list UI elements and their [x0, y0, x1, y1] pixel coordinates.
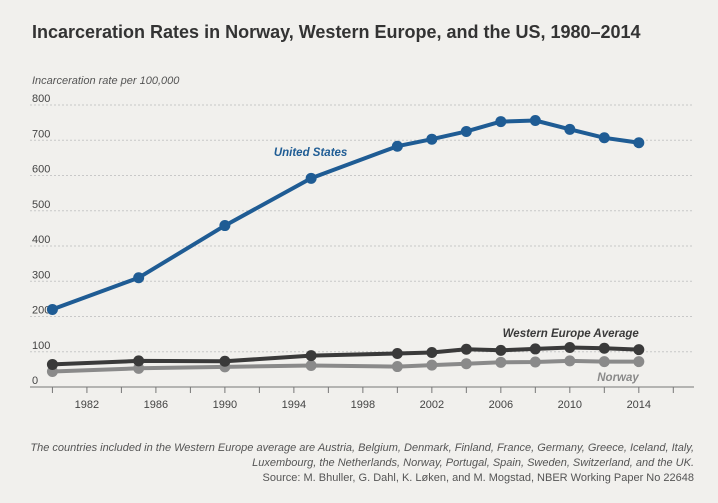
data-point	[633, 344, 645, 356]
data-point	[495, 344, 507, 356]
x-tick-label: 2010	[558, 399, 582, 411]
data-point	[598, 342, 610, 354]
data-point	[305, 172, 317, 184]
series-label: Norway	[597, 372, 639, 384]
data-point	[564, 342, 576, 354]
data-point	[305, 350, 317, 362]
data-point	[46, 358, 58, 370]
data-point	[426, 133, 438, 145]
footnote: The countries included in the Western Eu…	[30, 442, 694, 469]
y-tick-label: 200	[32, 305, 50, 317]
data-point	[391, 348, 403, 360]
data-point	[633, 356, 645, 368]
series-label: Western Europe Average	[503, 328, 640, 340]
data-point	[426, 359, 438, 371]
data-point	[460, 343, 472, 355]
data-point	[460, 125, 472, 137]
x-tick-labels: 1982 1986 1990 1994 1998 2002 2006 2010 2014	[75, 399, 651, 411]
data-point	[46, 303, 58, 315]
data-point	[564, 123, 576, 135]
data-point	[391, 361, 403, 373]
y-tick-label: 100	[32, 340, 50, 352]
data-point	[633, 137, 645, 149]
y-tick-label: 500	[32, 199, 50, 211]
data-point	[219, 355, 231, 367]
x-tick-label: 1986	[144, 399, 168, 411]
x-tick-label: 2014	[627, 399, 651, 411]
data-point	[219, 220, 231, 232]
x-tick-label: 1982	[75, 399, 99, 411]
chart-title: Incarceration Rates in Norway, Western E…	[32, 22, 641, 42]
data-point	[495, 116, 507, 128]
data-point	[305, 359, 317, 371]
series-lines	[50, 118, 641, 374]
y-axis-label: Incarceration rate per 100,000	[32, 75, 180, 87]
data-point	[391, 140, 403, 152]
data-point	[598, 132, 610, 144]
data-point	[529, 115, 541, 127]
x-tick-label: 2002	[420, 399, 444, 411]
y-tick-label: 400	[32, 234, 50, 246]
y-tick-label: 300	[32, 269, 50, 281]
y-tick-labels: 0 100 200 300 400 500 600 700 800	[32, 93, 50, 387]
x-tick-label: 1998	[351, 399, 375, 411]
y-tick-label: 600	[32, 164, 50, 176]
data-point	[598, 356, 610, 368]
y-tick-label: 700	[32, 128, 50, 140]
data-point	[529, 356, 541, 368]
data-point	[133, 272, 145, 284]
x-tick-label: 1990	[213, 399, 237, 411]
x-tick-label: 1994	[282, 399, 306, 411]
data-point	[133, 355, 145, 367]
data-point	[564, 355, 576, 367]
source-note: Source: M. Bhuller, G. Dahl, K. Løken, a…	[262, 472, 694, 484]
series-labels: United States Western Europe Average Norwa…	[274, 147, 640, 384]
y-tick-label: 800	[32, 93, 50, 105]
data-point	[495, 356, 507, 368]
series-points	[46, 115, 645, 377]
y-tick-label: 0	[32, 375, 38, 387]
series-label: United States	[274, 147, 348, 159]
data-point	[460, 358, 472, 370]
x-tick-label: 2006	[489, 399, 513, 411]
gridlines	[30, 104, 694, 393]
series-line	[50, 358, 641, 374]
data-point	[529, 343, 541, 355]
series-line	[50, 345, 641, 367]
series-line	[50, 118, 641, 312]
data-point	[426, 346, 438, 358]
